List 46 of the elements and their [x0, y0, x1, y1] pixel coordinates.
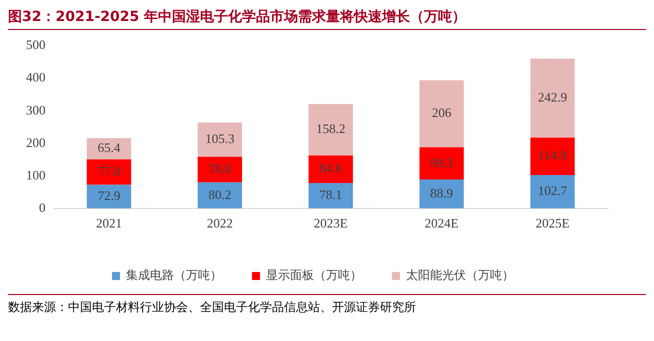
bar [86, 159, 132, 185]
bar [308, 183, 353, 208]
bar [308, 104, 353, 156]
data-label: 78.8 [208, 160, 232, 176]
data-label: 242.9 [538, 90, 568, 105]
x-tick-label: 2025E [536, 216, 570, 231]
bar [198, 182, 242, 208]
data-label: 80.2 [208, 186, 232, 202]
data-label: 206 [432, 105, 452, 120]
bar [86, 184, 132, 208]
data-label: 105.3 [205, 130, 234, 146]
bar [419, 80, 464, 148]
x-tick-label: 2023E [314, 216, 348, 231]
x-tick-label: 2024E [424, 216, 459, 231]
bar [198, 156, 242, 182]
data-label: 88.9 [430, 185, 454, 200]
data-label: 78.1 [319, 187, 342, 202]
data-label: 77.8 [98, 163, 120, 178]
source-note: 数据来源：中国电子材料行业协会、全国电子化学品信息站、开源证券研究所 [8, 294, 646, 316]
y-tick-label: 200 [26, 134, 46, 150]
legend-label: 太阳能光伏（万吨） [406, 268, 514, 282]
legend-label: 显示面板（万吨） [266, 268, 362, 282]
bar [198, 122, 242, 157]
y-tick-label: 400 [26, 70, 46, 85]
bar [530, 138, 575, 175]
data-label: 65.4 [98, 140, 121, 156]
bar [419, 179, 464, 208]
bar [419, 147, 464, 180]
data-label: 114.9 [538, 148, 567, 163]
y-tick-label: 300 [26, 102, 46, 118]
y-tick-label: 500 [26, 37, 46, 52]
y-tick-label: 0 [39, 200, 46, 215]
x-tick-label: 2021 [96, 216, 122, 231]
data-label: 99.3 [430, 154, 454, 170]
data-label: 102.7 [538, 183, 568, 198]
data-label: 84.6 [319, 160, 343, 176]
bar [86, 138, 132, 160]
chart-title: 图32：2021-2025 年中国湿电子化学品市场需求量将快速增长（万吨） [8, 8, 646, 30]
y-tick-label: 100 [26, 167, 46, 182]
legend-label: 集成电路（万吨） [126, 268, 222, 282]
data-label: 72.9 [98, 188, 120, 203]
data-label: 158.2 [316, 121, 346, 136]
bar [308, 155, 353, 183]
x-tick-label: 2022 [206, 216, 233, 231]
bar [530, 175, 575, 208]
bar [530, 58, 575, 138]
